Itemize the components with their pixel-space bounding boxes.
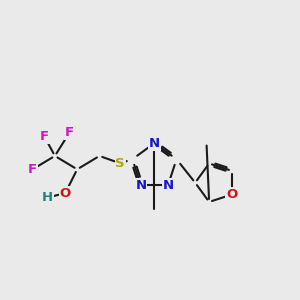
Text: N: N: [149, 137, 160, 150]
Text: F: F: [28, 163, 37, 176]
Text: F: F: [40, 130, 49, 143]
Text: S: S: [116, 157, 125, 170]
Text: N: N: [163, 178, 174, 192]
Text: F: F: [65, 126, 74, 139]
Text: N: N: [135, 178, 146, 192]
Text: H: H: [42, 191, 53, 204]
Text: O: O: [60, 187, 71, 200]
Text: O: O: [226, 188, 237, 201]
